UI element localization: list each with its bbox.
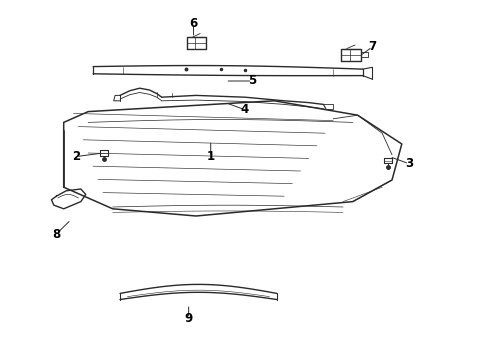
- Text: 4: 4: [241, 103, 249, 116]
- Text: 9: 9: [185, 312, 193, 325]
- Text: 7: 7: [368, 40, 376, 53]
- Text: 3: 3: [405, 157, 413, 170]
- Text: 8: 8: [52, 228, 60, 240]
- Text: 1: 1: [207, 150, 215, 163]
- Text: 2: 2: [72, 150, 80, 163]
- Text: 5: 5: [248, 75, 256, 87]
- Text: 6: 6: [190, 17, 197, 30]
